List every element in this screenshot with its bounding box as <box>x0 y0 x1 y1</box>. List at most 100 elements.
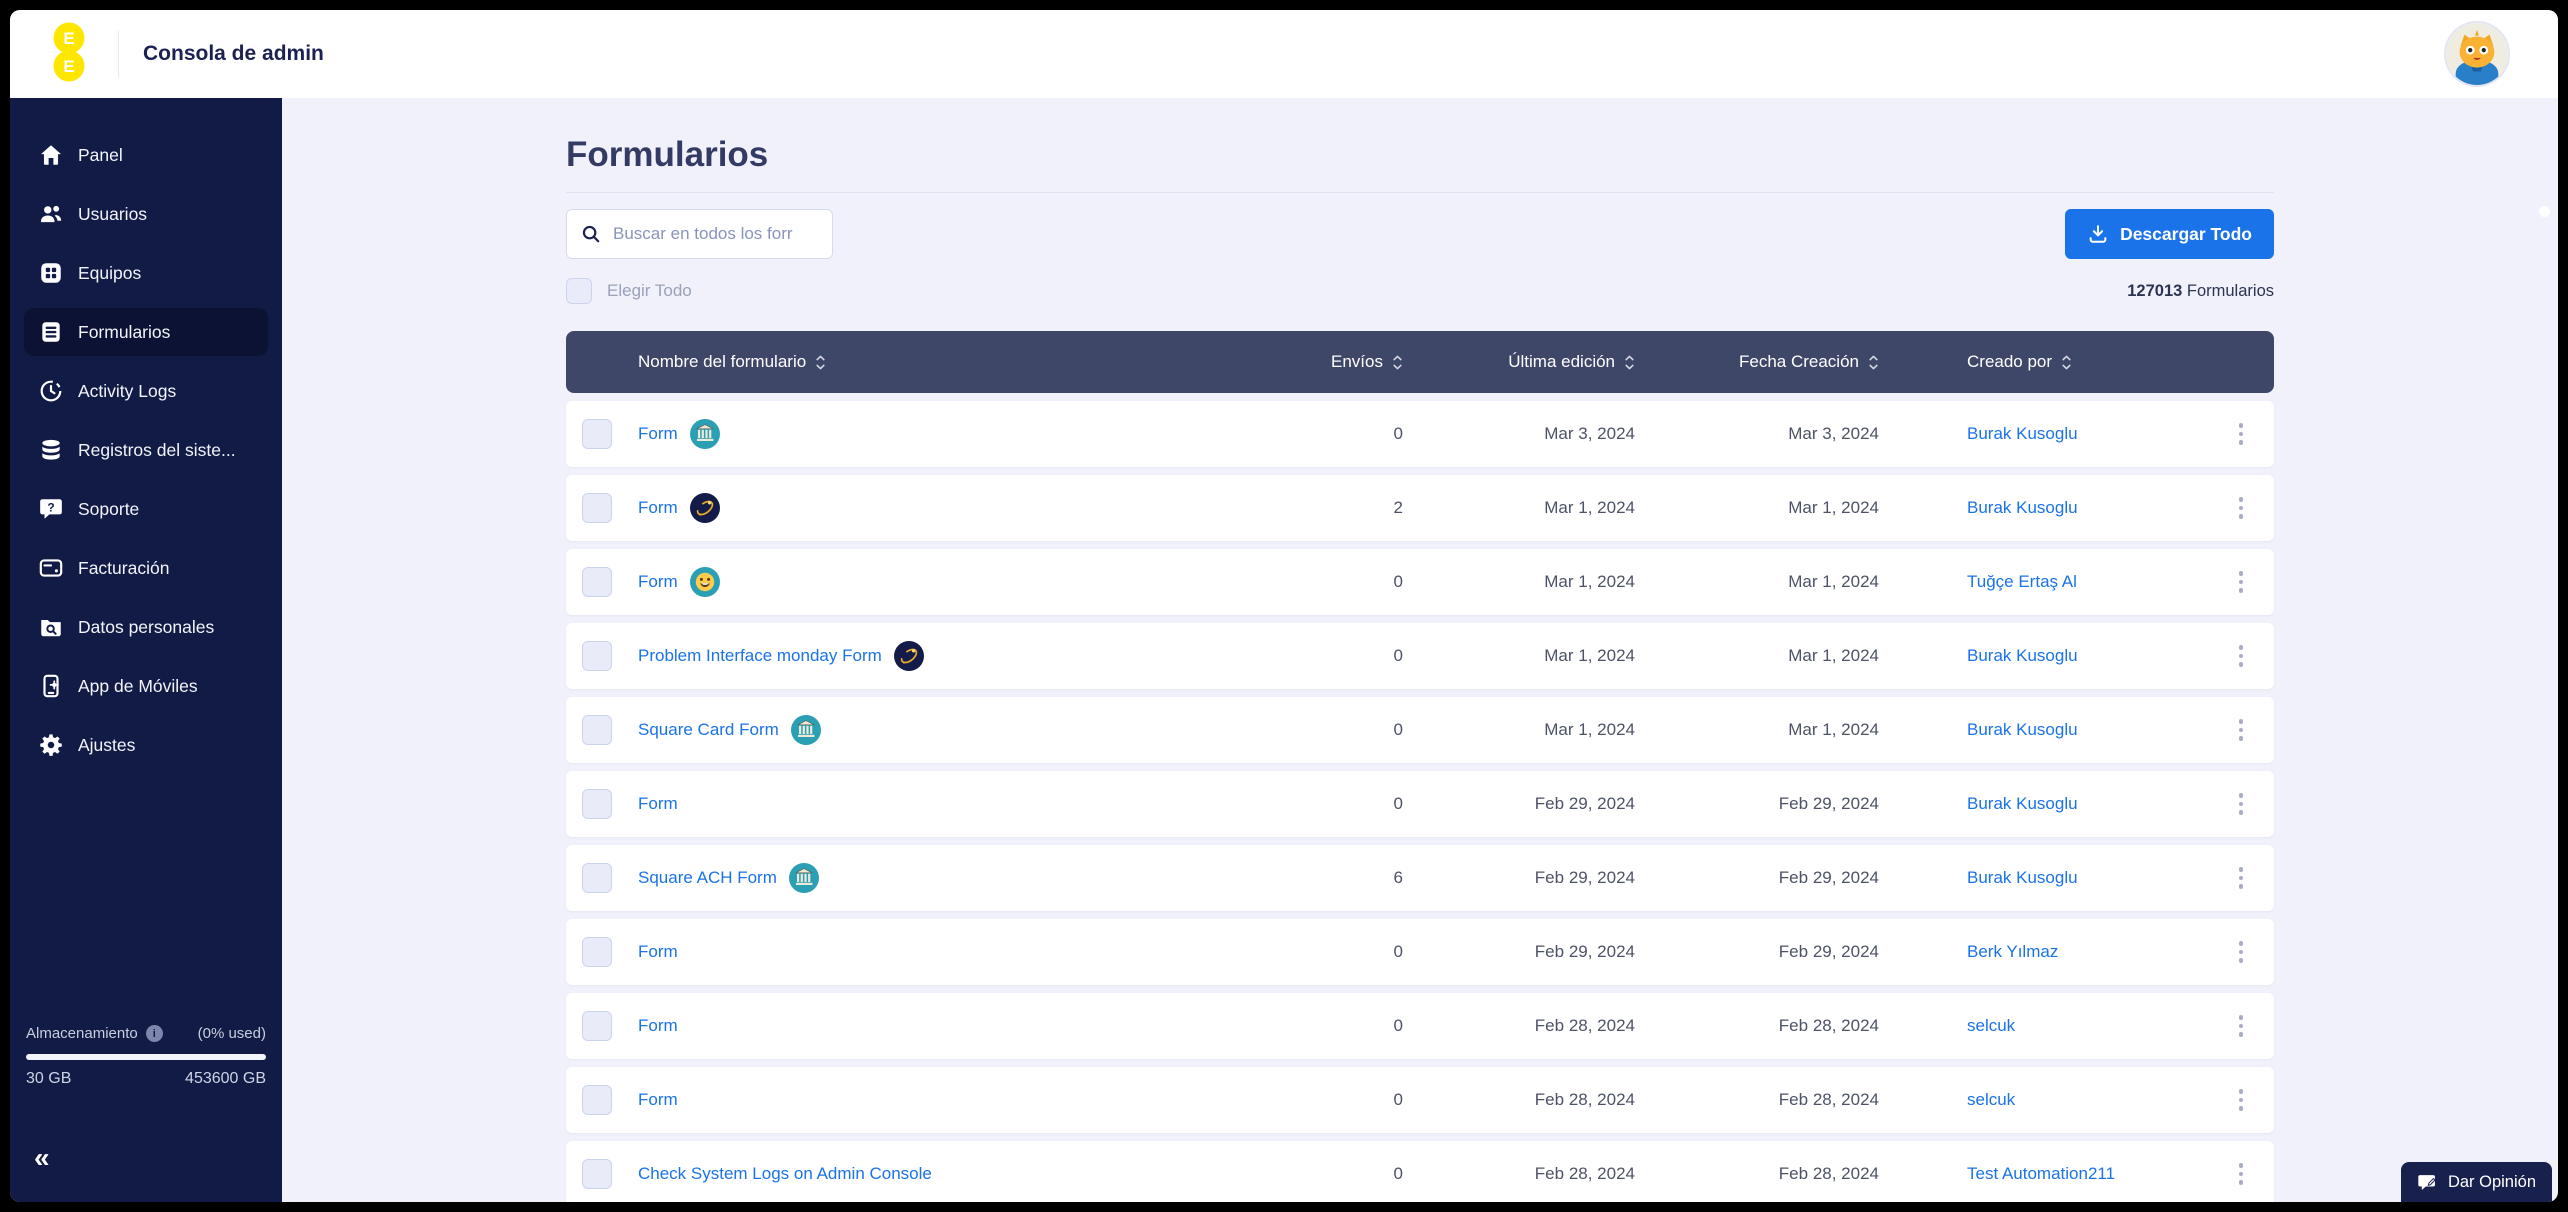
creator-link[interactable]: Burak Kusoglu <box>1967 646 2078 666</box>
row-checkbox[interactable] <box>582 1159 612 1189</box>
row-checkbox[interactable] <box>582 789 612 819</box>
form-name-link[interactable]: Form <box>638 1016 678 1036</box>
scrollbar-thumb[interactable] <box>2539 206 2550 217</box>
clock-icon <box>38 378 64 404</box>
creator-link[interactable]: Burak Kusoglu <box>1967 424 2078 444</box>
row-checkbox[interactable] <box>582 1085 612 1115</box>
form-name-link[interactable]: Square ACH Form <box>638 868 777 888</box>
users-icon <box>38 201 64 227</box>
sidebar-item-app-de-m-viles[interactable]: App de Móviles <box>24 662 268 710</box>
sidebar: Panel Usuarios Equipos Formularios Activity … <box>10 98 282 1202</box>
submissions-count: 0 <box>1394 646 1403 666</box>
sidebar-item-ajustes[interactable]: Ajustes <box>24 721 268 769</box>
row-menu-button[interactable] <box>2233 565 2250 599</box>
table-row: Square ACH Form6Feb 29, 2024Feb 29, 2024… <box>566 845 2274 911</box>
row-checkbox[interactable] <box>582 641 612 671</box>
sort-icon <box>2061 354 2072 371</box>
row-menu-button[interactable] <box>2233 787 2250 821</box>
search-input[interactable] <box>566 209 833 259</box>
sidebar-item-registros-del-siste[interactable]: Registros del siste... <box>24 426 268 474</box>
form-name-link[interactable]: Form <box>638 424 678 444</box>
submissions-count: 0 <box>1394 794 1403 814</box>
table-row: Form2Mar 1, 2024Mar 1, 2024Burak Kusoglu <box>566 475 2274 541</box>
form-name-link[interactable]: Form <box>638 794 678 814</box>
row-menu-button[interactable] <box>2233 935 2250 969</box>
creator-link[interactable]: Burak Kusoglu <box>1967 794 2078 814</box>
sidebar-item-activity-logs[interactable]: Activity Logs <box>24 367 268 415</box>
row-checkbox[interactable] <box>582 1011 612 1041</box>
creator-link[interactable]: Burak Kusoglu <box>1967 498 2078 518</box>
forms-icon <box>38 319 64 345</box>
creation-date: Feb 29, 2024 <box>1779 868 1879 888</box>
download-all-button[interactable]: Descargar Todo <box>2065 209 2274 259</box>
creator-link[interactable]: selcuk <box>1967 1090 2015 1110</box>
column-header-fecha-creaci-n[interactable]: Fecha Creación <box>1739 352 1879 372</box>
sidebar-item-usuarios[interactable]: Usuarios <box>24 190 268 238</box>
user-avatar[interactable] <box>2446 23 2508 85</box>
sidebar-item-facturaci-n[interactable]: Facturación <box>24 544 268 592</box>
sidebar-item-panel[interactable]: Panel <box>24 131 268 179</box>
select-all-checkbox[interactable] <box>566 278 592 304</box>
form-name-link[interactable]: Form <box>638 942 678 962</box>
storage-progress-bar <box>26 1054 266 1060</box>
teams-icon <box>38 260 64 286</box>
column-header-nombre-del-formulario[interactable]: Nombre del formulario <box>638 352 826 372</box>
form-name-link[interactable]: Form <box>638 572 678 592</box>
row-checkbox[interactable] <box>582 863 612 893</box>
table-header-row: Nombre del formulario Envíos Última edició… <box>566 331 2274 393</box>
mobile-icon <box>38 673 64 699</box>
info-icon[interactable]: i <box>146 1025 163 1042</box>
row-menu-button[interactable] <box>2233 713 2250 747</box>
row-menu-button[interactable] <box>2233 1157 2250 1191</box>
column-header-creado-por[interactable]: Creado por <box>1967 352 2072 372</box>
creator-link[interactable]: Burak Kusoglu <box>1967 868 2078 888</box>
sidebar-item-datos-personales[interactable]: Datos personales <box>24 603 268 651</box>
ee-logo-icon[interactable]: E E <box>42 19 96 90</box>
sidebar-item-label: Registros del siste... <box>78 440 236 461</box>
sidebar-item-equipos[interactable]: Equipos <box>24 249 268 297</box>
row-checkbox[interactable] <box>582 567 612 597</box>
table-row: Form0Mar 3, 2024Mar 3, 2024Burak Kusoglu <box>566 401 2274 467</box>
row-checkbox[interactable] <box>582 715 612 745</box>
sidebar-item-label: Soporte <box>78 499 139 520</box>
form-name-link[interactable]: Square Card Form <box>638 720 779 740</box>
feedback-button[interactable]: Dar Opinión <box>2401 1162 2552 1202</box>
row-menu-button[interactable] <box>2233 417 2250 451</box>
sidebar-collapse-button[interactable]: « <box>34 1144 50 1172</box>
sidebar-item-soporte[interactable]: ?Soporte <box>24 485 268 533</box>
table-row: Problem Interface monday Form0Mar 1, 202… <box>566 623 2274 689</box>
sidebar-item-formularios[interactable]: Formularios <box>24 308 268 356</box>
sidebar-item-label: App de Móviles <box>78 676 198 697</box>
storage-widget: Almacenamiento i (0% used) 30 GB 453600 … <box>26 1025 266 1088</box>
creator-link[interactable]: Tuğçe Ertaş Al <box>1967 572 2077 592</box>
creator-link[interactable]: Burak Kusoglu <box>1967 720 2078 740</box>
form-name-link[interactable]: Problem Interface monday Form <box>638 646 882 666</box>
column-header-ltima-edici-n[interactable]: Última edición <box>1508 352 1635 372</box>
creator-link[interactable]: Test Automation211 <box>1967 1164 2115 1184</box>
row-checkbox[interactable] <box>582 419 612 449</box>
download-icon <box>2087 223 2109 245</box>
form-name-link[interactable]: Check System Logs on Admin Console <box>638 1164 932 1184</box>
sidebar-item-label: Formularios <box>78 322 170 343</box>
submissions-count: 6 <box>1394 868 1403 888</box>
row-menu-button[interactable] <box>2233 1009 2250 1043</box>
sort-icon <box>815 354 826 371</box>
sort-icon <box>1624 354 1635 371</box>
row-menu-button[interactable] <box>2233 639 2250 673</box>
row-checkbox[interactable] <box>582 493 612 523</box>
form-name-link[interactable]: Form <box>638 498 678 518</box>
row-menu-button[interactable] <box>2233 491 2250 525</box>
creator-link[interactable]: selcuk <box>1967 1016 2015 1036</box>
column-header-env-os[interactable]: Envíos <box>1331 352 1403 372</box>
submissions-count: 0 <box>1394 424 1403 444</box>
forms-table-body: Form0Mar 3, 2024Mar 3, 2024Burak Kusoglu… <box>566 401 2274 1202</box>
row-menu-button[interactable] <box>2233 861 2250 895</box>
row-menu-button[interactable] <box>2233 1083 2250 1117</box>
creator-link[interactable]: Berk Yılmaz <box>1967 942 2058 962</box>
creation-date: Feb 28, 2024 <box>1779 1164 1879 1184</box>
form-name-link[interactable]: Form <box>638 1090 678 1110</box>
table-row: Square Card Form0Mar 1, 2024Mar 1, 2024B… <box>566 697 2274 763</box>
creation-date: Feb 29, 2024 <box>1779 942 1879 962</box>
search-icon <box>580 223 602 245</box>
row-checkbox[interactable] <box>582 937 612 967</box>
